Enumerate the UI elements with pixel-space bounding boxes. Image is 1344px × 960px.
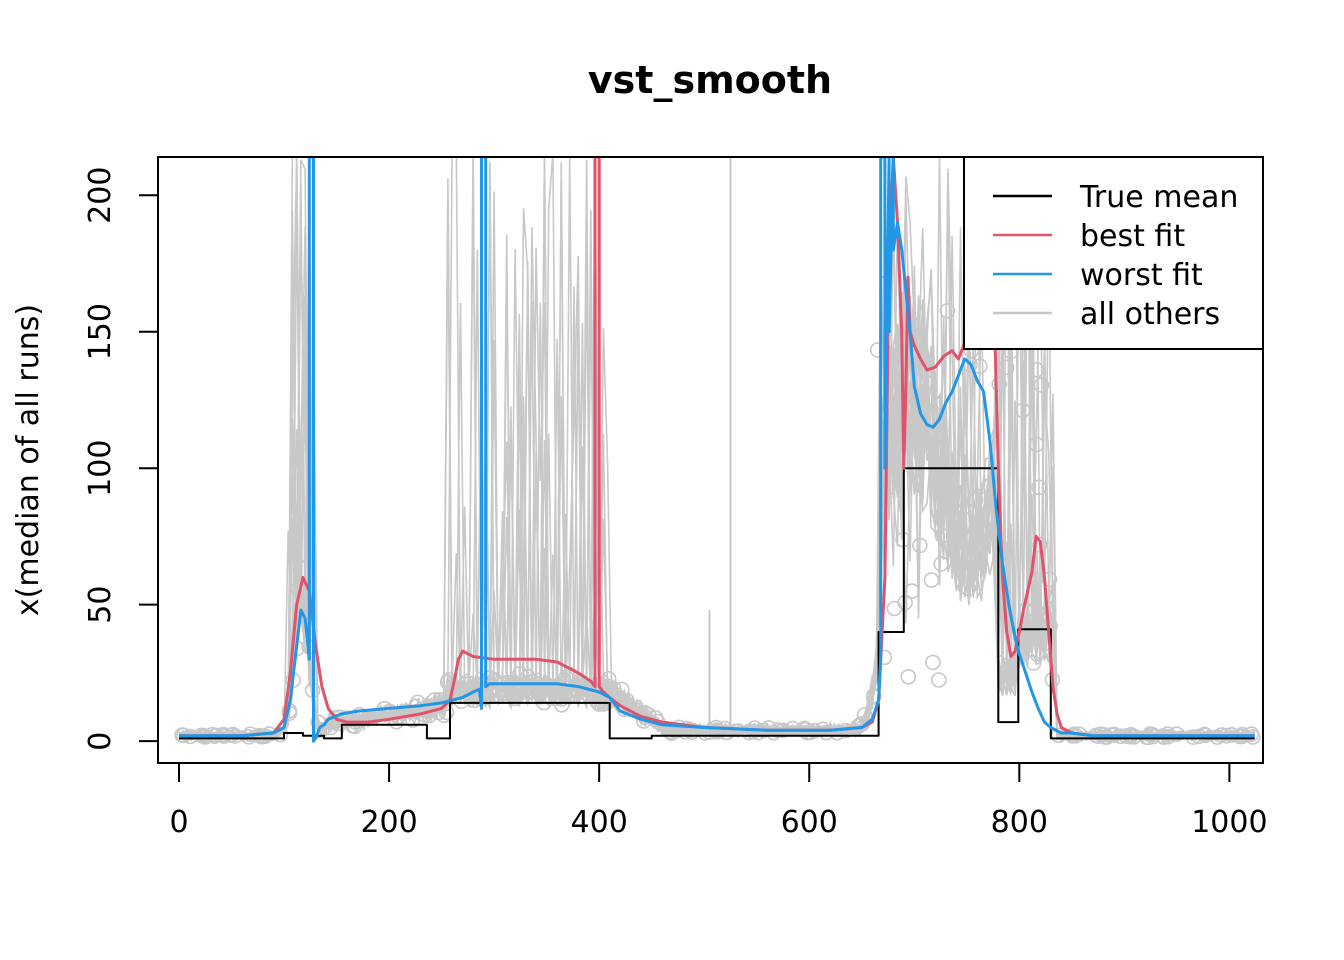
others-run-point [750, 724, 767, 741]
x-tick-label: 1000 [1191, 805, 1267, 840]
others-run-point [601, 678, 618, 695]
others-run-point [1041, 571, 1058, 588]
others-run-point [912, 537, 928, 554]
others-run-point [512, 665, 528, 682]
others-run-point [507, 690, 524, 707]
others-run-point [933, 556, 950, 572]
others-run-point [766, 724, 782, 741]
others-run-point [1025, 655, 1042, 671]
others-run-point [829, 724, 845, 741]
y-tick-label: 50 [83, 586, 118, 624]
others-run-point [904, 583, 920, 599]
y-axis: 0 50 100 150 200 [83, 167, 159, 751]
others-run-point [1014, 402, 1031, 419]
legend-label: all others [1080, 297, 1220, 332]
x-tick-label: 200 [360, 805, 417, 840]
others-run-point [745, 723, 761, 740]
others-run-point [900, 668, 917, 685]
y-tick-label: 150 [83, 303, 118, 360]
others-run-point [1033, 377, 1050, 393]
worst-fit-line [179, 157, 1255, 743]
others-run-point [461, 675, 478, 692]
others-run-point [917, 363, 934, 380]
legend-label: worst fit [1080, 258, 1203, 293]
others-run-point [939, 302, 956, 319]
others-run-point [930, 672, 947, 688]
others-run-point [613, 681, 630, 698]
others-run-point [511, 680, 528, 697]
others-run-point [856, 707, 873, 723]
chart-title: vst_smooth [588, 58, 832, 102]
others-run-point [602, 680, 619, 697]
others-run-point [1029, 361, 1045, 378]
others-run-point [591, 696, 607, 712]
legend: True mean best fit worst fit all others [963, 156, 1264, 350]
others-run-point [925, 654, 941, 671]
others-run-point [432, 691, 448, 708]
others-run-point [923, 572, 940, 588]
others-run-point [934, 527, 951, 544]
x-tick-label: 800 [991, 805, 1048, 840]
others-run-point [322, 719, 339, 736]
others-run-point [520, 680, 537, 697]
legend-label: best fit [1080, 219, 1185, 254]
x-tick-label: 600 [781, 805, 838, 840]
legend-label: True mean [1079, 180, 1238, 215]
y-axis-label: x(median of all runs) [11, 304, 46, 616]
others-run-point [257, 728, 274, 745]
legend-box [963, 156, 1264, 350]
others-run-point [272, 726, 289, 743]
others-run-point [1035, 607, 1051, 623]
others-run-point [897, 594, 913, 611]
others-run-point [453, 693, 470, 710]
others-run-point [1031, 479, 1047, 496]
others-run-point [998, 359, 1015, 376]
others-run-point [865, 689, 882, 705]
others-run-point [818, 724, 835, 741]
x-tick-label: 0 [169, 805, 188, 840]
others-run-point [991, 376, 1008, 393]
series-layer [179, 157, 1255, 743]
x-axis: 0 200 400 600 800 1000 [169, 762, 1268, 840]
others-run-point [967, 492, 984, 509]
others-run-point [718, 724, 734, 741]
others-run-point [409, 694, 426, 711]
others-run-point [1028, 436, 1045, 453]
others-run-point [553, 696, 570, 713]
x-tick-label: 400 [571, 805, 628, 840]
others-run-point [876, 649, 893, 666]
others-run-point [960, 580, 977, 597]
others-run-point [404, 712, 421, 728]
others-run-point [535, 678, 551, 695]
y-tick-label: 200 [83, 167, 118, 224]
others-run-point [388, 713, 405, 730]
y-tick-label: 100 [83, 440, 118, 497]
others-run-point [1032, 536, 1048, 553]
y-tick-label: 0 [83, 732, 118, 751]
others-run-point [600, 670, 617, 687]
others-run-point [553, 691, 570, 707]
